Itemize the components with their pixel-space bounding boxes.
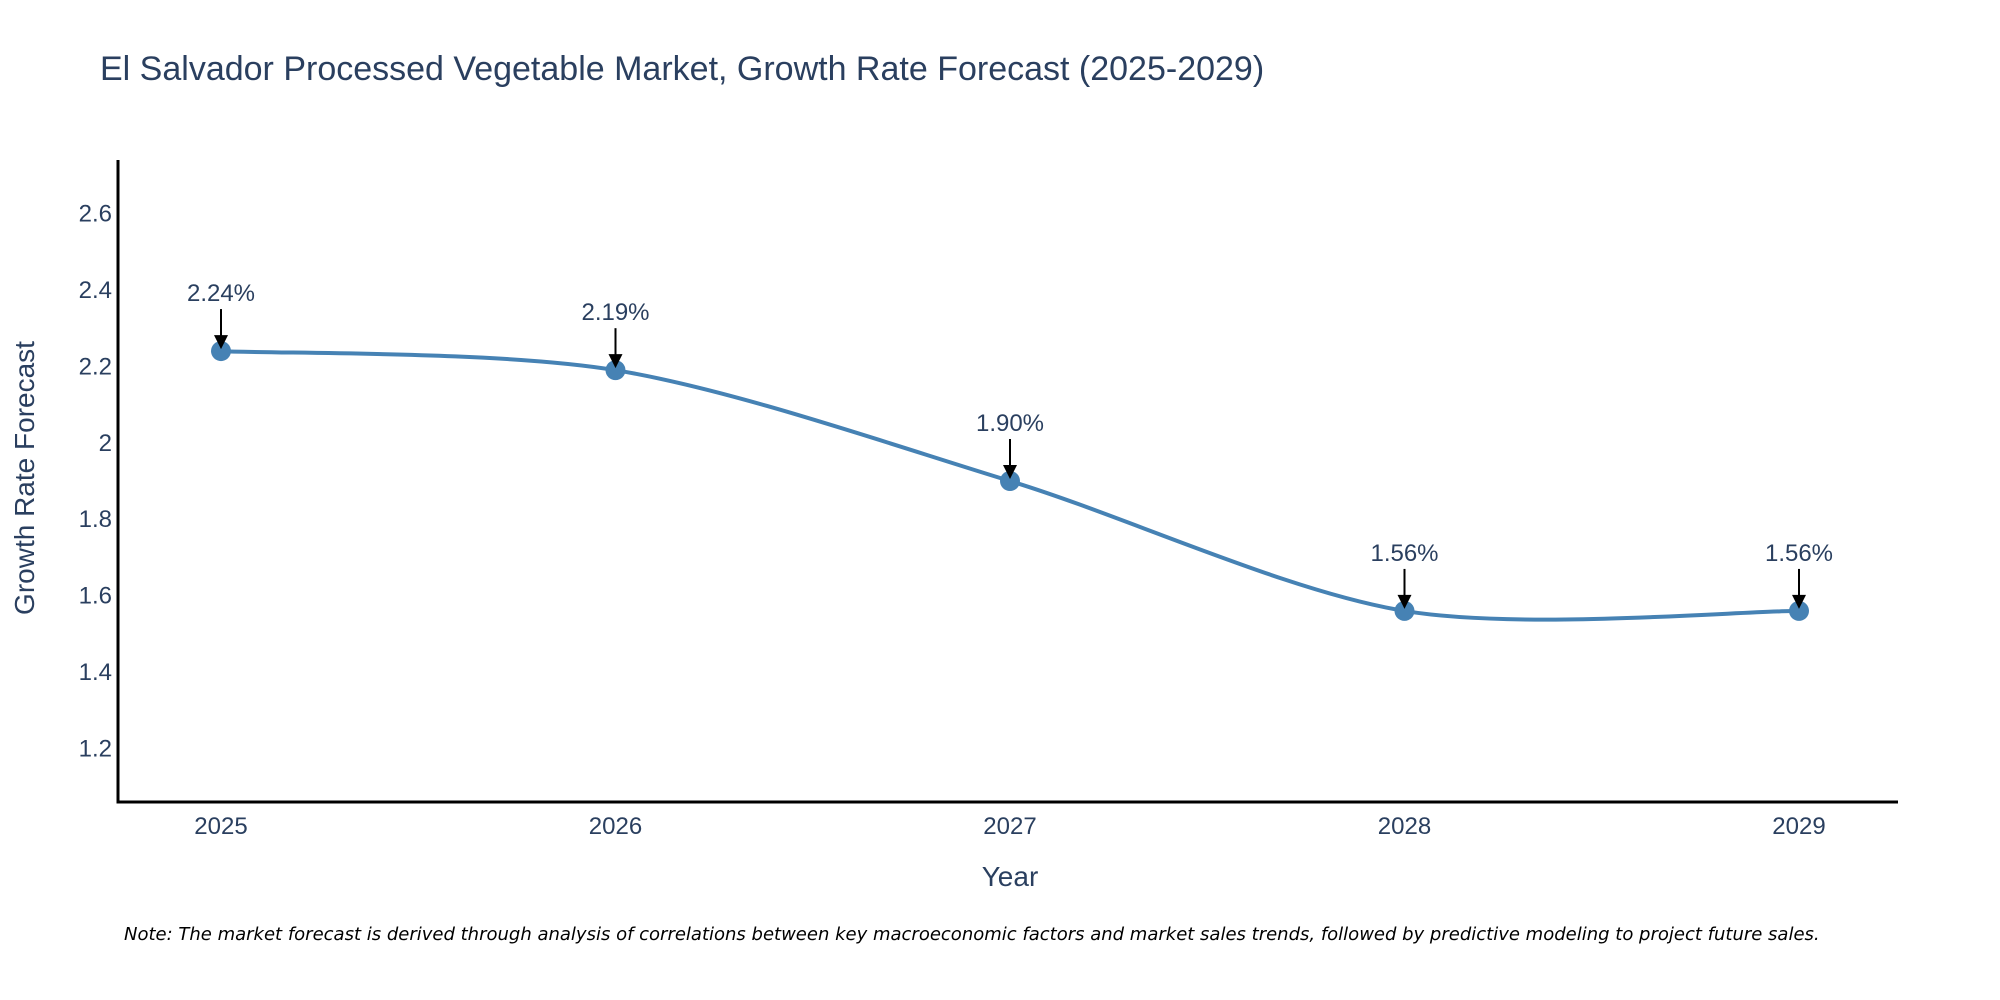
y-tick-label: 1.6: [79, 583, 112, 610]
y-tick-label: 1.4: [79, 659, 112, 686]
y-tick-label: 2.6: [79, 201, 112, 228]
footnote: Note: The market forecast is derived thr…: [124, 924, 1820, 945]
y-tick-label: 2: [99, 430, 112, 457]
y-tick-label: 1.2: [79, 736, 112, 763]
annotation-arrow-head: [1397, 594, 1412, 609]
y-axis-title: Growth Rate Forecast: [9, 341, 40, 615]
data-label: 1.56%: [1765, 540, 1833, 567]
data-point: [1394, 600, 1415, 621]
data-label: 1.90%: [976, 410, 1044, 437]
x-tick-label: 2026: [589, 813, 642, 840]
data-point: [1000, 471, 1020, 491]
x-tick-label: 2025: [194, 813, 247, 840]
y-tick-label: 2.2: [79, 353, 112, 380]
x-axis-ticks: 2025 2026 2027 2028 2029: [194, 813, 1825, 840]
y-tick-label: 2.4: [79, 277, 112, 304]
data-label: 1.56%: [1370, 540, 1438, 567]
y-tick-label: 1.8: [79, 506, 112, 533]
chart-title: El Salvador Processed Vegetable Market, …: [100, 50, 1264, 88]
data-point: [1789, 600, 1809, 621]
x-tick-label: 2028: [1378, 813, 1431, 840]
x-axis-title: Year: [982, 861, 1039, 892]
annotation-arrow-head: [608, 354, 623, 369]
data-label: 2.24%: [187, 280, 255, 307]
data-annotations: 2.24% 2.19% 1.90% 1.56% 1.56%: [187, 280, 1833, 609]
data-point: [211, 341, 231, 362]
x-tick-label: 2029: [1772, 813, 1825, 840]
annotation-arrow-head: [1792, 594, 1806, 609]
data-markers: [211, 341, 1809, 621]
data-label: 2.19%: [581, 299, 649, 326]
x-tick-label: 2027: [983, 813, 1036, 840]
y-axis-ticks: 1.2 1.4 1.6 1.8 2 2.2 2.4 2.6: [79, 201, 112, 763]
annotation-arrow-head: [1003, 465, 1017, 479]
data-point: [605, 360, 626, 381]
annotation-arrow-head: [214, 335, 228, 350]
